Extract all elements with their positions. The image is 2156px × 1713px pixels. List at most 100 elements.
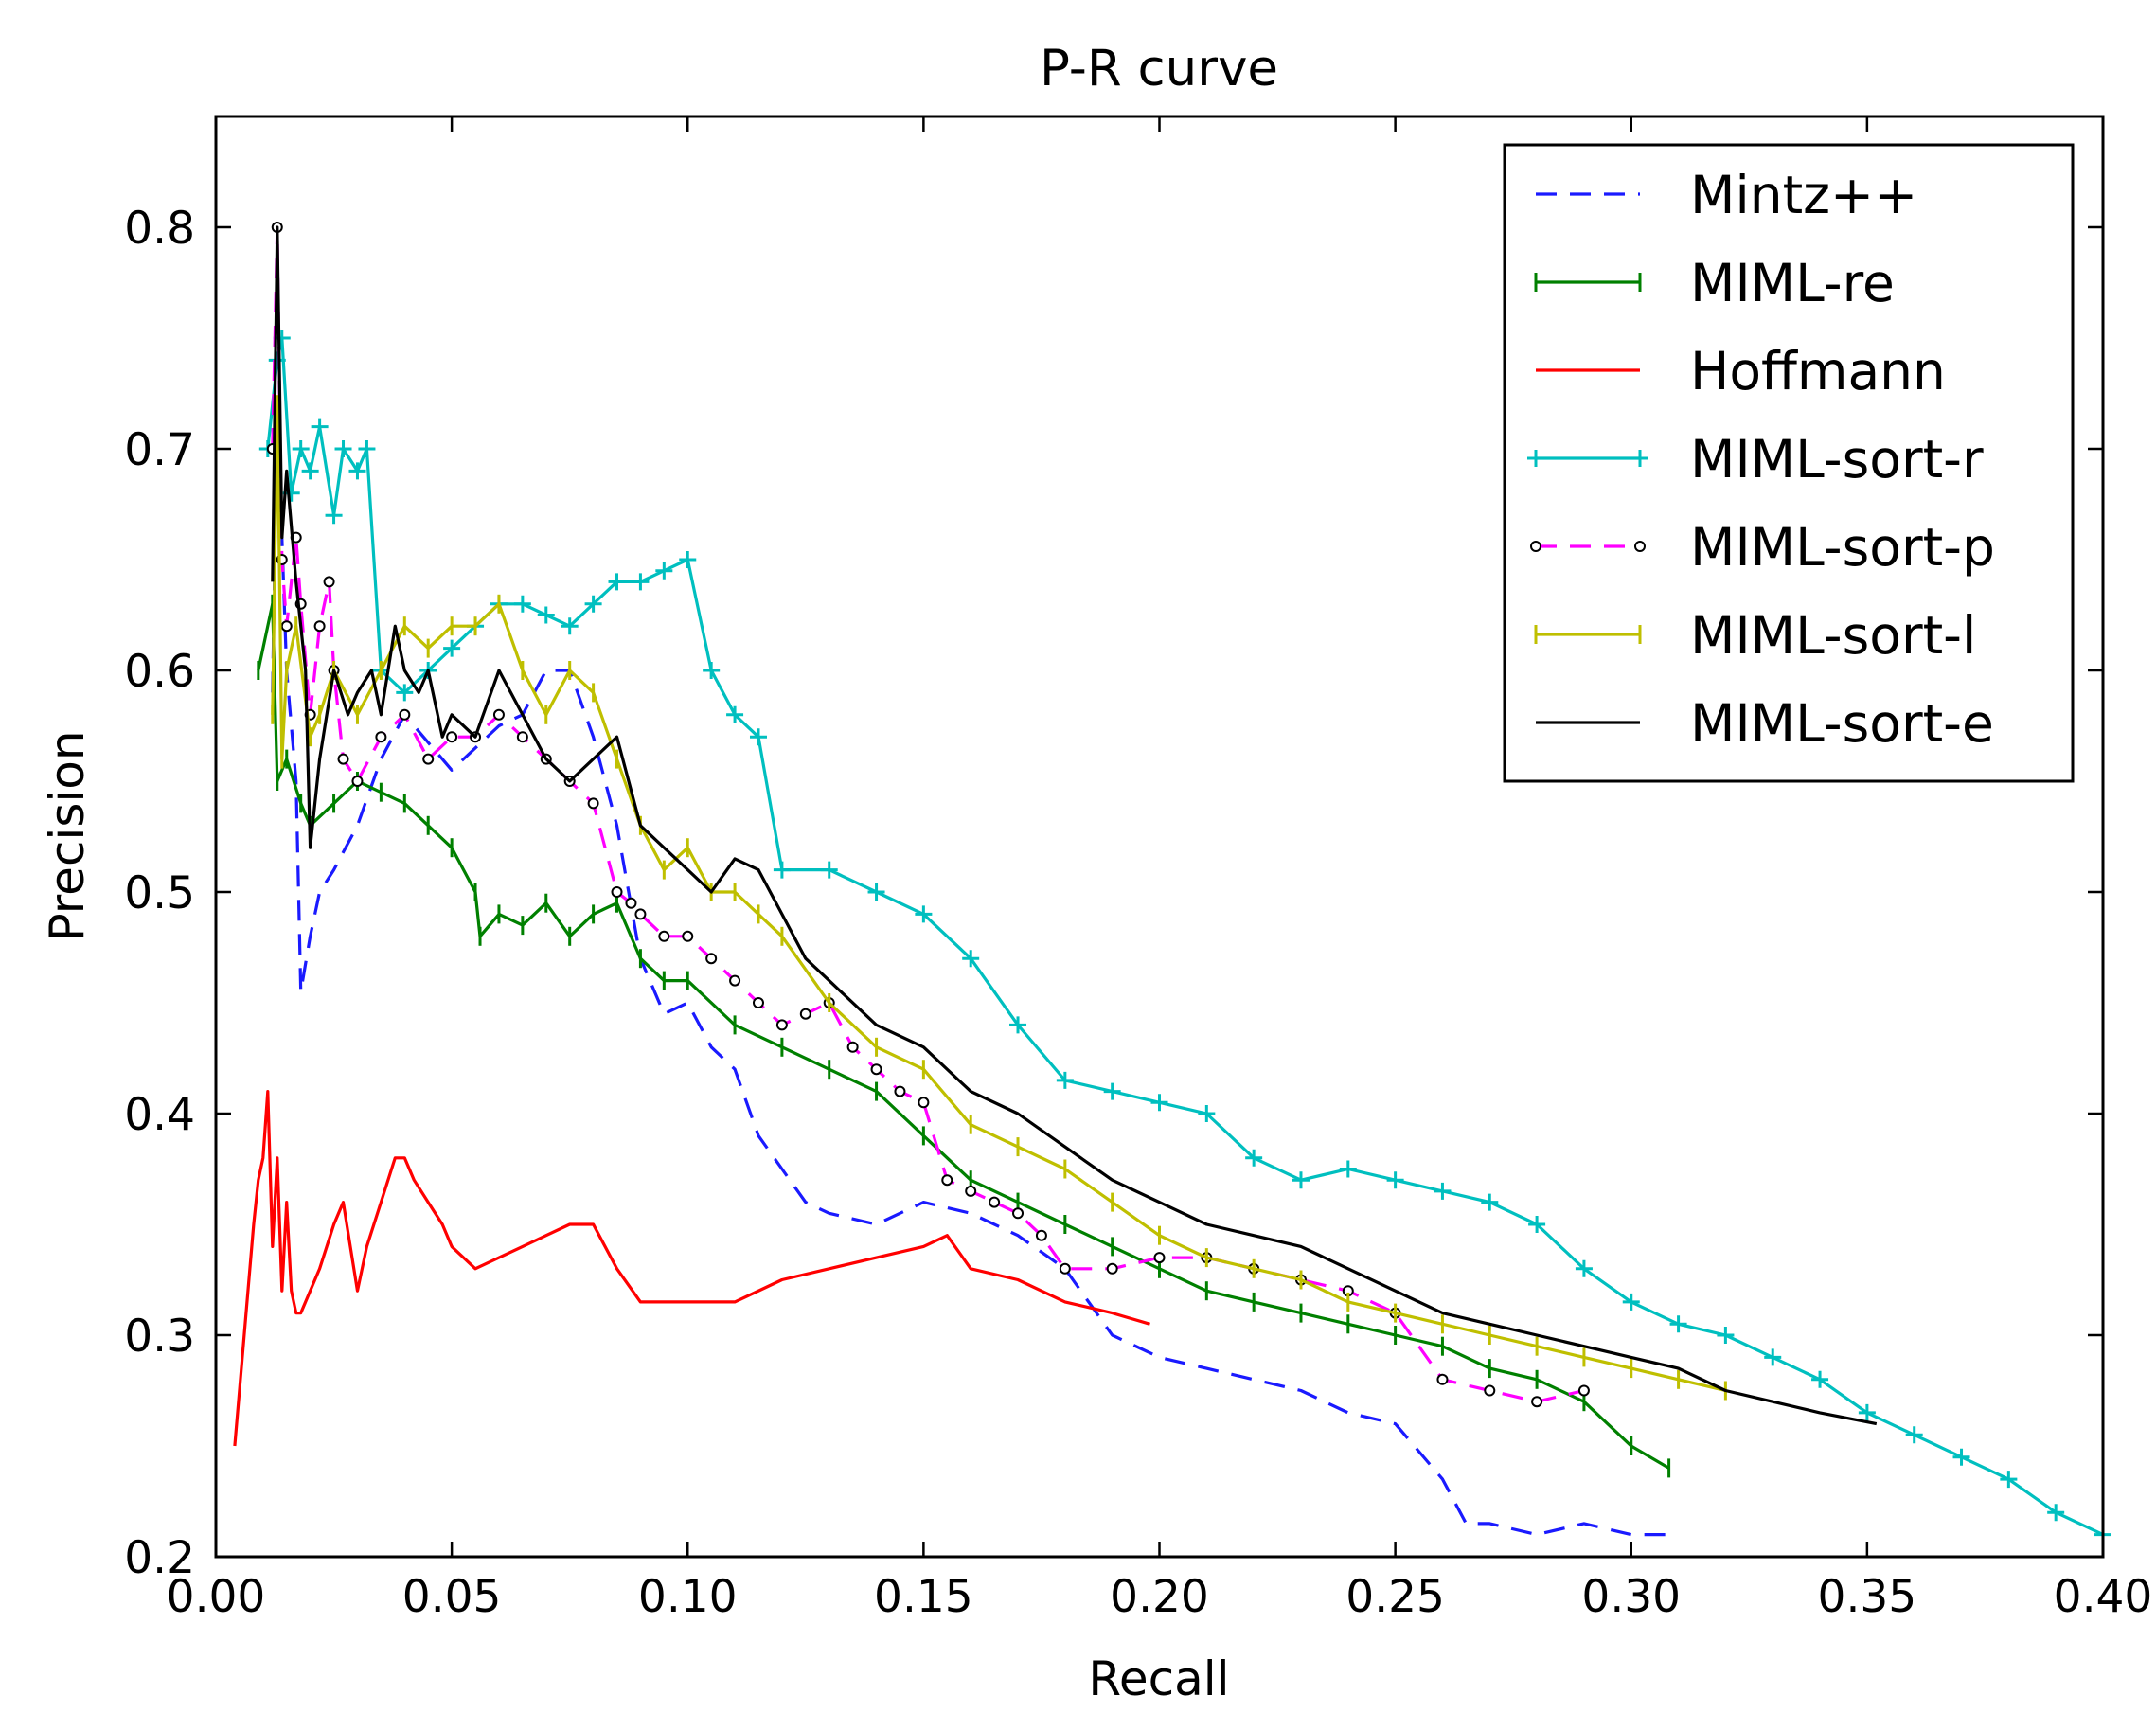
series-miml-sort-r-marker bbox=[513, 595, 531, 613]
legend-item-miml-sort-l: MIML-sort-l bbox=[1534, 605, 1976, 666]
series-miml-sort-r-marker bbox=[1622, 1293, 1640, 1311]
series-miml-sort-r-marker bbox=[1905, 1426, 1923, 1444]
series-hoffmann-line bbox=[233, 1090, 1150, 1447]
series-miml-sort-r-marker bbox=[301, 462, 319, 480]
legend-item-miml-re-label: MIML-re bbox=[1690, 253, 1895, 313]
y-tick-label: 0.8 bbox=[124, 203, 195, 255]
series-miml-sort-r-marker bbox=[584, 595, 602, 613]
series-miml-sort-r-marker bbox=[1386, 1171, 1404, 1189]
series-miml-sort-p-marker bbox=[625, 897, 637, 909]
series-miml-sort-r-marker bbox=[1528, 1216, 1546, 1233]
series-miml-sort-p-marker bbox=[1106, 1262, 1118, 1275]
series-miml-sort-p-marker bbox=[399, 708, 411, 721]
series-miml-sort-r-marker bbox=[292, 440, 310, 457]
series-miml-sort-p-marker bbox=[422, 753, 435, 765]
series-miml-sort-r-marker bbox=[632, 573, 650, 591]
legend-item-miml-re: MIML-re bbox=[1534, 253, 1895, 313]
series-miml-sort-r-marker bbox=[1764, 1348, 1782, 1366]
series-miml-sort-r-marker bbox=[1103, 1082, 1121, 1100]
series-miml-sort-r-marker bbox=[268, 351, 286, 369]
series-miml-sort-e-line bbox=[271, 225, 1878, 1426]
series-miml-sort-p-marker bbox=[492, 708, 505, 721]
series-miml-sort-p-marker bbox=[989, 1196, 1001, 1208]
series-miml-sort-r-marker bbox=[537, 606, 555, 624]
series-miml-sort-r-marker bbox=[325, 507, 343, 525]
series-miml-sort-r-marker bbox=[1858, 1403, 1876, 1421]
series-miml-sort-p-marker bbox=[775, 1019, 788, 1031]
series-miml-sort-p bbox=[266, 222, 1590, 1408]
series-miml-sort-p-marker bbox=[634, 908, 647, 920]
legend: Mintz++ MIML-re Hoffmann MIML-sort-r MIML-so… bbox=[1503, 143, 2075, 783]
series-miml-sort-p-line bbox=[271, 225, 1585, 1403]
x-tick-label: 0.35 bbox=[1818, 1571, 1917, 1623]
series-miml-sort-r-marker bbox=[679, 551, 697, 568]
series-miml-sort-p-marker bbox=[1577, 1384, 1590, 1397]
series-miml-sort-p-marker bbox=[446, 731, 458, 743]
series-miml-sort-p-marker bbox=[705, 953, 718, 965]
legend-item-miml-sort-p-label: MIML-sort-p bbox=[1690, 517, 1995, 578]
legend-item-miml-sort-r-label: MIML-sort-r bbox=[1690, 429, 1984, 490]
series-miml-sort-r-marker bbox=[773, 861, 791, 879]
series-miml-sort-r-marker bbox=[608, 573, 626, 591]
series-miml-sort-p-marker bbox=[799, 1008, 811, 1020]
legend-item-miml-sort-e: MIML-sort-e bbox=[1536, 693, 1994, 754]
plot-frame bbox=[214, 115, 2105, 1559]
series-miml-sort-r-marker bbox=[1009, 1016, 1027, 1034]
legend-item-miml-sort-p-marker bbox=[1530, 541, 1541, 552]
y-tick-label: 0.2 bbox=[124, 1532, 195, 1584]
legend-item-miml-sort-r: MIML-sort-r bbox=[1527, 429, 1984, 490]
series-miml-sort-r-marker bbox=[1056, 1071, 1074, 1089]
x-tick-label: 0.40 bbox=[2054, 1571, 2153, 1623]
axis-ticks: 0.00 0.05 0.10 0.15 0.20 0.25 0.30 0.35 0.40 0.2 0… bbox=[124, 116, 2152, 1623]
series-miml-sort-p-marker bbox=[1035, 1229, 1047, 1241]
series-miml-sort-r-marker bbox=[1811, 1370, 1829, 1388]
legend-item-miml-sort-p: MIML-sort-p bbox=[1530, 517, 1995, 578]
legend-item-miml-sort-r-marker bbox=[1631, 450, 1648, 467]
series-miml-sort-r-marker bbox=[703, 662, 721, 679]
series-miml-sort-p-marker bbox=[1059, 1262, 1071, 1275]
series-miml-sort-r-marker bbox=[867, 883, 885, 901]
series-miml-sort-e bbox=[271, 225, 1878, 1426]
y-tick-label: 0.7 bbox=[124, 424, 195, 476]
series-miml-sort-r-marker bbox=[1575, 1259, 1593, 1277]
series-miml-sort-p-marker bbox=[941, 1174, 953, 1187]
series-miml-sort-r-marker bbox=[2047, 1504, 2065, 1522]
series-miml-sort-r-marker bbox=[820, 861, 838, 879]
legend-item-miml-sort-r-marker bbox=[1527, 450, 1544, 467]
series-mintz-line bbox=[271, 402, 1679, 1537]
series-miml-sort-p-marker bbox=[375, 731, 387, 743]
x-tick-label: 0.20 bbox=[1110, 1571, 1209, 1623]
series-miml-sort-r-marker bbox=[749, 728, 767, 746]
series-miml-sort-p-marker bbox=[323, 576, 335, 588]
series-hoffmann bbox=[233, 1090, 1150, 1447]
series-miml-sort-p-marker bbox=[351, 776, 364, 787]
series-miml-sort-r-marker bbox=[2000, 1471, 2018, 1489]
series-miml-sort-p-marker bbox=[1153, 1252, 1166, 1264]
series-miml-sort-r-marker bbox=[1434, 1182, 1452, 1200]
series-miml-sort-p-marker bbox=[516, 731, 528, 743]
series-miml-sort-p-marker bbox=[918, 1097, 930, 1109]
series-miml-sort-p-marker bbox=[1484, 1384, 1496, 1397]
series-miml-sort-r-marker bbox=[1481, 1193, 1499, 1211]
chart-title: P-R curve bbox=[1040, 40, 1278, 98]
series-miml-sort-p-marker bbox=[965, 1185, 977, 1197]
y-axis-label: Precision bbox=[40, 730, 95, 941]
series-miml-sort-p-marker bbox=[846, 1041, 859, 1053]
series-miml-sort-r-marker bbox=[396, 684, 414, 702]
series-miml-sort-p-marker bbox=[280, 620, 293, 633]
series-miml-sort-r-marker bbox=[1669, 1315, 1687, 1333]
series-miml-sort-p-marker bbox=[729, 974, 741, 987]
x-tick-label: 0.15 bbox=[874, 1571, 973, 1623]
x-tick-label: 0.10 bbox=[638, 1571, 738, 1623]
series-miml-sort-p-marker bbox=[587, 797, 599, 810]
x-axis-label: Recall bbox=[1088, 1651, 1229, 1706]
x-tick-label: 0.05 bbox=[402, 1571, 502, 1623]
legend-item-mintz-label: Mintz++ bbox=[1690, 165, 1917, 225]
y-tick-label: 0.6 bbox=[124, 646, 195, 698]
series-miml-sort-r-marker bbox=[334, 440, 352, 457]
x-tick-label: 0.25 bbox=[1345, 1571, 1445, 1623]
legend-item-miml-sort-p-marker bbox=[1634, 541, 1646, 552]
legend-item-mintz: Mintz++ bbox=[1536, 165, 1917, 225]
series-miml-sort-p-marker bbox=[337, 753, 349, 765]
